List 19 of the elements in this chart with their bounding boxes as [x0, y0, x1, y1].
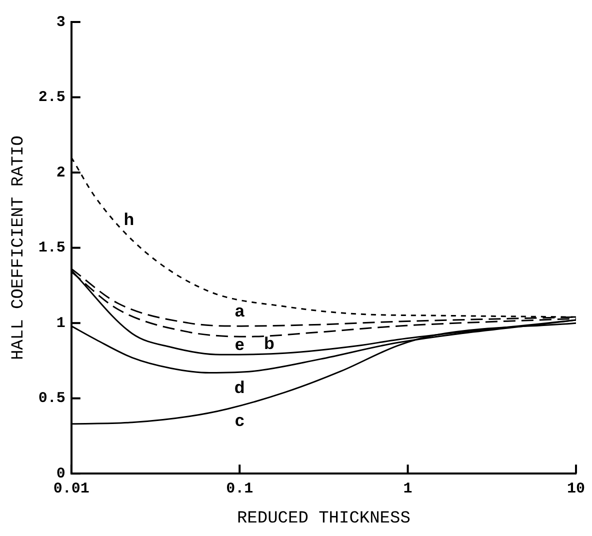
- y-tick-label: 2.5: [38, 89, 66, 106]
- annotation: d: [234, 378, 245, 398]
- x-axis-title: REDUCED THICKNESS: [236, 509, 410, 528]
- y-tick-label: 1: [56, 314, 66, 332]
- y-tick-label: 1.5: [38, 240, 66, 257]
- x-tick-label: 1: [403, 480, 412, 498]
- annotation: b: [264, 334, 274, 354]
- y-axis-title: HALL COEFFICIENT RATIO: [10, 136, 29, 360]
- annotation: c: [234, 411, 244, 430]
- y-tick-label: 3: [56, 14, 66, 31]
- annotation: a: [234, 301, 245, 320]
- x-tick-label: 0.01: [53, 480, 90, 498]
- annotation: h: [124, 210, 134, 229]
- x-tick-label: 10: [566, 480, 586, 498]
- y-tick-label: 0.5: [38, 390, 66, 408]
- y-tick-label: 0: [56, 465, 66, 482]
- x-tick-label: 0.1: [226, 480, 254, 498]
- y-tick-label: 2: [56, 164, 66, 182]
- annotation: e: [234, 335, 244, 354]
